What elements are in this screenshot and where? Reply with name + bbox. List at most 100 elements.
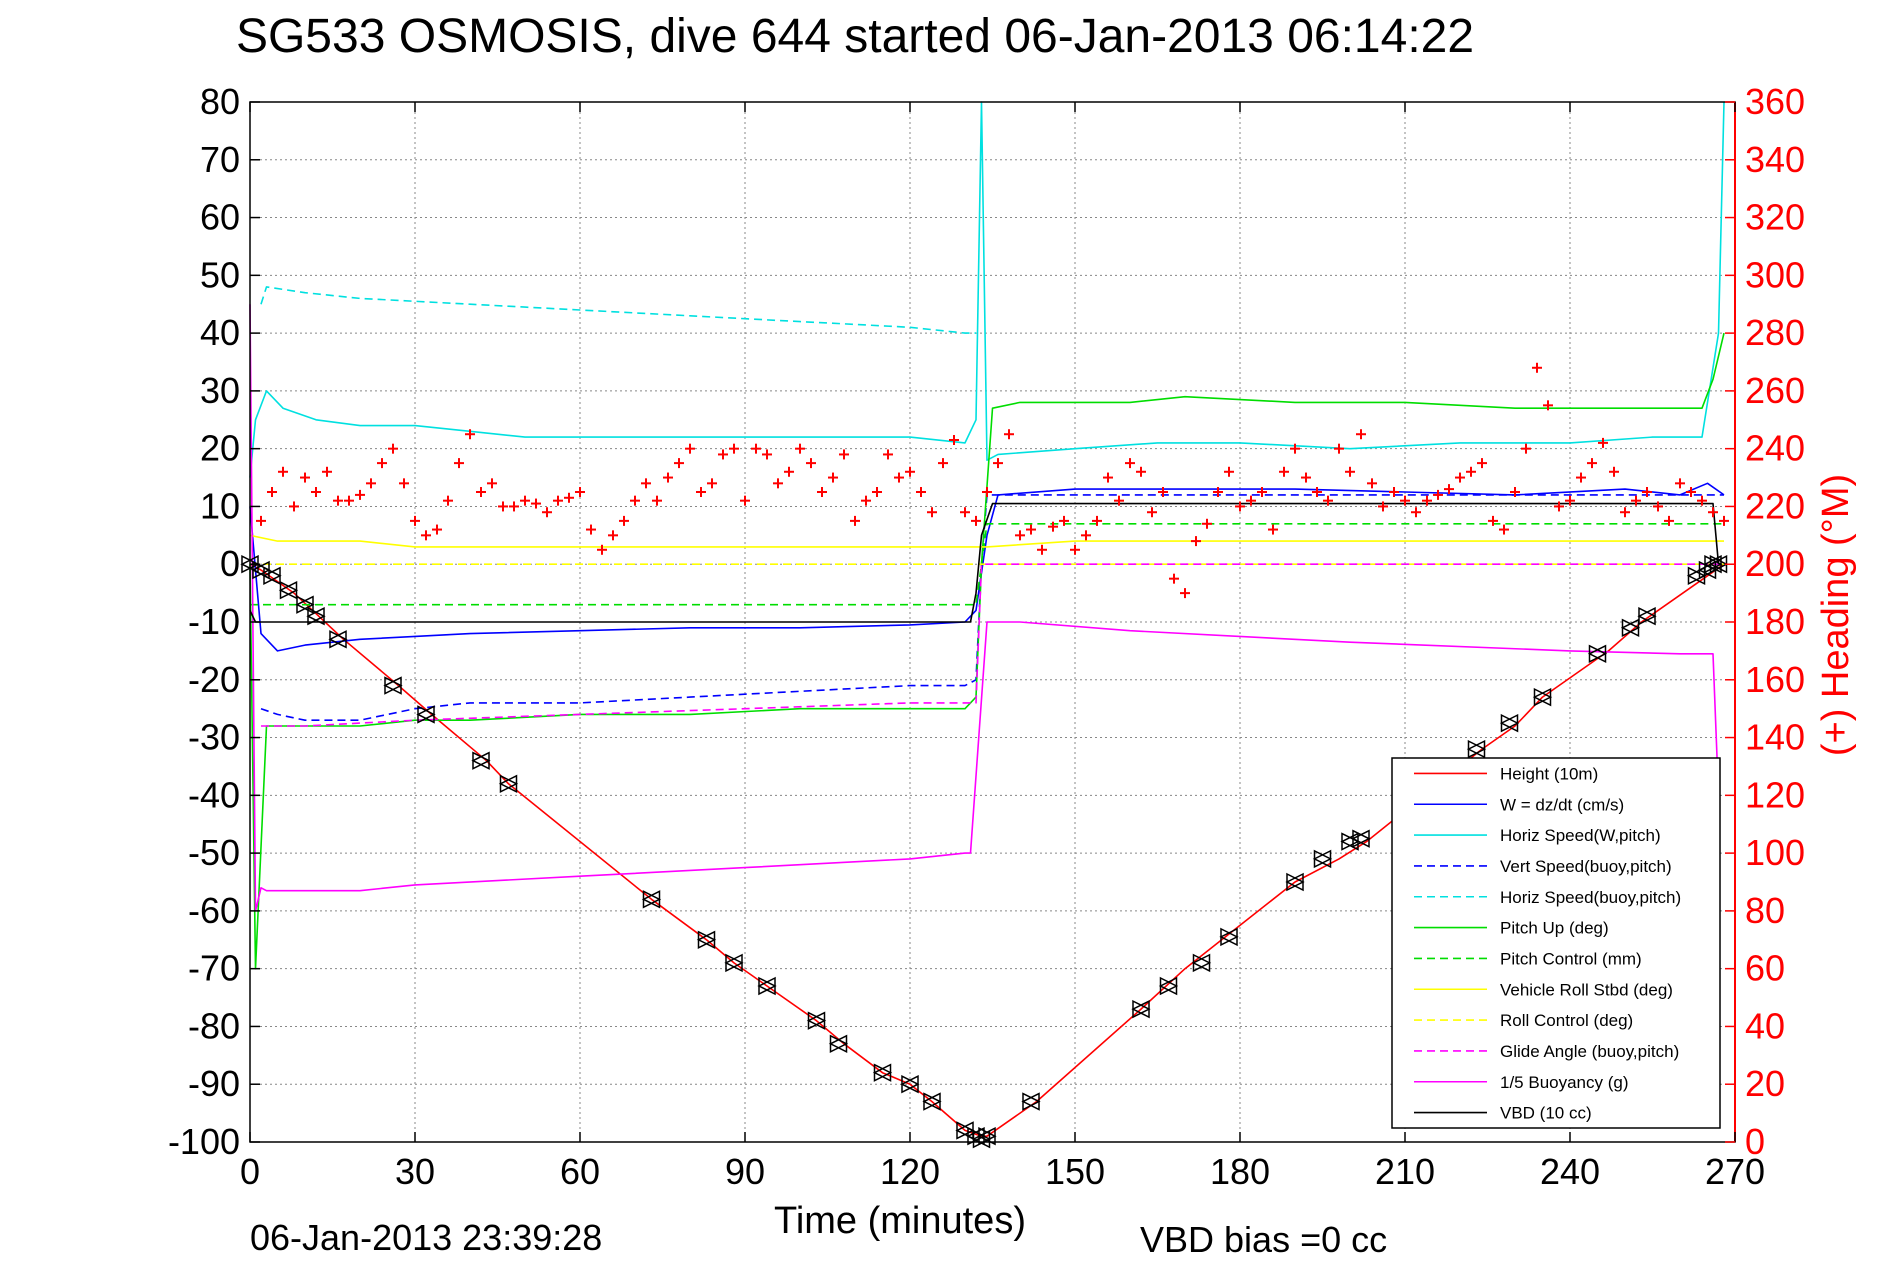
heading-point [1037,544,1047,555]
depth-marker [757,976,777,996]
heading-point [344,495,354,506]
heading-point [256,515,266,526]
depth-marker [278,581,299,600]
y-axis-right-label: (+) Heading (°M) [1815,474,1857,756]
depth-marker [295,595,315,614]
x-tick-label: 270 [1705,1151,1765,1192]
heading-point [1136,466,1146,477]
series-horiz-speed-w-pitch [249,101,1725,478]
y-tick-right-label: 180 [1745,601,1805,642]
heading-point [1543,400,1553,411]
heading-point [938,458,948,469]
y-tick-right-label: 260 [1745,370,1805,411]
footer-timestamp: 06-Jan-2013 23:39:28 [250,1217,602,1258]
heading-point [1015,530,1025,541]
heading-point [696,487,706,497]
heading-point [1048,521,1058,532]
heading-point [1477,458,1487,469]
y-tick-left-label: -100 [168,1121,240,1162]
y-tick-left-label: 10 [200,485,240,526]
heading-point [1400,495,1410,506]
heading-point [806,458,816,469]
legend: Height (10m) W = dz/dt (cm/s) Horiz Speed(… [1391,757,1721,1129]
legend-label: Glide Angle (buoy,pitch) [1500,1042,1679,1061]
heading-point [773,478,783,489]
y-tick-right-label: 80 [1745,890,1785,931]
depth-marker [416,705,436,724]
heading-point [784,466,794,477]
heading-point [1499,524,1509,535]
heading-point [850,515,860,526]
legend-label: Vert Speed(buoy,pitch) [1500,857,1672,876]
heading-point [1004,429,1014,440]
heading-point [1620,507,1630,518]
heading-point [1631,495,1641,506]
depth-marker [641,890,662,909]
x-axis: 0 30 60 90 120 150 180 210 240 270 [240,102,1765,1192]
y-tick-right-label: 140 [1745,717,1805,758]
heading-point [1389,487,1399,497]
heading-point [1070,544,1080,555]
y-axis-right: 3603403203002802602402202001801601401201… [1725,81,1805,1162]
heading-point [410,515,420,526]
heading-point [1169,573,1179,584]
legend-label: Pitch Control (mm) [1500,949,1642,968]
y-tick-right-label: 200 [1745,543,1805,584]
heading-point [432,524,442,535]
heading-point [487,478,497,489]
heading-point [949,435,959,445]
y-tick-right-label: 280 [1745,312,1805,353]
heading-point [872,487,882,497]
heading-point [1356,429,1366,440]
depth-marker [383,676,403,695]
depth-marker [1340,832,1360,851]
y-tick-right-label: 220 [1745,485,1805,526]
heading-point [1642,487,1652,497]
series-layer [249,101,1725,1137]
heading-point [1103,472,1113,483]
series-vbd-10-cc [249,502,1720,623]
heading-point [1444,484,1454,495]
depth-marker [1191,953,1212,973]
depth-marker [1703,555,1723,574]
depth-marker [900,1075,920,1094]
heading-point [641,478,651,489]
heading-point [322,466,332,477]
heading-point [1180,588,1190,599]
heading-point [267,487,277,497]
heading-point [993,458,1003,469]
legend-label: W = dz/dt (cm/s) [1500,795,1624,814]
depth-marker [306,607,326,626]
x-tick-label: 120 [880,1151,940,1192]
depth-marker [1532,687,1553,707]
legend-label: VBD (10 cc) [1500,1104,1592,1123]
y-tick-right-label: 0 [1745,1121,1765,1162]
heading-point [1565,495,1575,506]
legend-label: Roll Control (deg) [1500,1011,1633,1030]
heading-point [498,501,508,512]
heading-point [795,443,805,454]
heading-point [1664,515,1674,526]
heading-point [1609,466,1619,477]
heading-point [1279,466,1289,477]
heading-point [1422,495,1432,506]
heading-point [564,492,574,503]
heading-point [399,478,409,489]
depth-marker [828,1034,849,1053]
heading-point [366,478,376,489]
heading-point [509,501,519,512]
depth-marker [1686,566,1707,585]
y-tick-left-label: -50 [188,832,240,873]
heading-point [652,495,662,506]
y-tick-right-label: 320 [1745,197,1805,238]
y-tick-right-label: 60 [1745,948,1785,989]
heading-point [586,524,596,535]
y-tick-left-label: -80 [188,1005,240,1046]
heading-point [971,515,981,526]
x-tick-label: 240 [1540,1151,1600,1192]
heading-point [1708,507,1718,518]
depth-marker [696,930,717,949]
heading-point [476,487,486,497]
heading-point [740,495,750,506]
y-tick-right-label: 40 [1745,1005,1785,1046]
